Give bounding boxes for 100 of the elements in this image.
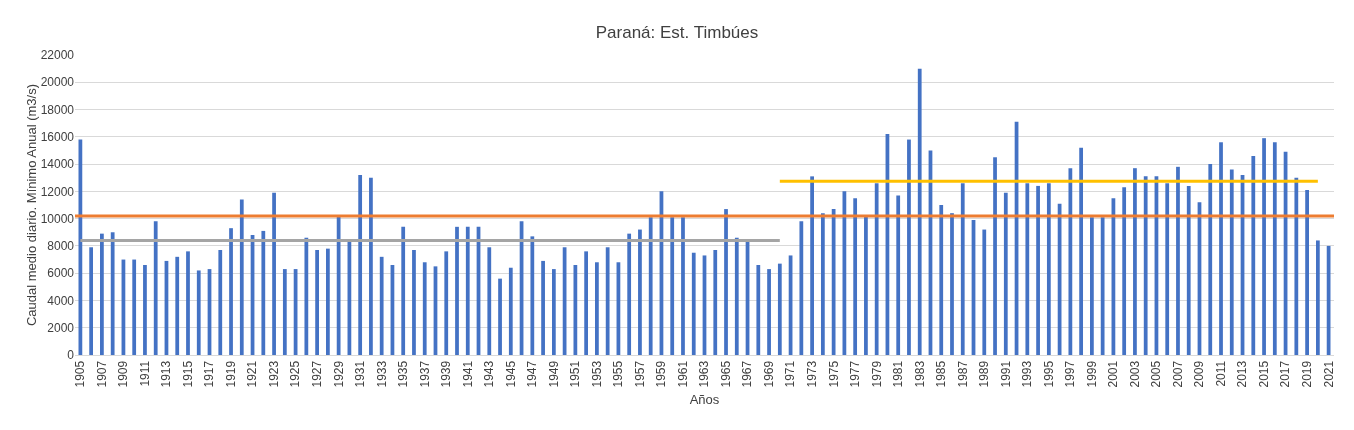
bar [627,233,632,355]
bar [132,259,137,355]
bar [1133,168,1137,355]
bar [756,265,761,355]
bar [89,247,94,355]
x-tick-label: 1931 [353,360,368,388]
bar [1229,169,1234,355]
bar [325,248,330,355]
bar [939,205,944,355]
bar [595,262,599,355]
bar [1165,183,1170,355]
bar [315,250,319,355]
x-tick-label: 2001 [1106,360,1121,388]
bar [465,226,470,355]
bar [1176,166,1180,355]
x-tick-label: 1937 [417,360,432,388]
x-tick-label: 1925 [288,360,303,388]
bar [272,192,276,355]
bar [917,68,922,355]
x-tick-label: 1979 [869,360,884,388]
bar [358,175,363,355]
y-tick-label: 8000 [47,239,75,254]
x-tick-label: 2019 [1300,360,1314,388]
bar [100,233,104,355]
x-tick-label: 1935 [396,360,411,388]
bar [487,247,492,355]
bar [196,270,201,355]
bar [239,199,244,355]
x-tick-label: 1965 [718,360,733,388]
bar [1251,155,1256,355]
x-tick-label: 1933 [374,360,389,388]
x-tick-label: 1905 [73,360,88,388]
bar [1326,245,1331,355]
x-tick-label: 1969 [761,360,776,388]
x-tick-label: 1919 [223,360,238,388]
x-tick-label: 2007 [1170,360,1185,388]
bar [820,213,825,355]
x-tick-label: 1997 [1063,360,1078,388]
bar [1036,185,1040,355]
x-tick-label: 2003 [1127,360,1142,388]
bar [336,215,341,355]
x-tick-label: 1909 [116,360,131,388]
bar [1068,168,1073,355]
x-tick-label: 1991 [998,360,1013,388]
bar [444,251,449,355]
x-tick-label: 1993 [1020,360,1035,388]
x-tick-label: 1923 [266,360,281,388]
x-tick-label: 2005 [1149,360,1164,388]
x-tick-label: 1985 [934,360,949,388]
bar [681,217,685,355]
bar [143,265,147,355]
x-tick-label: 2015 [1256,360,1271,388]
x-tick-label: 1989 [977,360,992,388]
bar [498,278,502,355]
bar [110,232,115,355]
bar [638,229,642,355]
x-tick-label: 1929 [331,360,346,388]
bar [1294,177,1299,355]
bar [186,251,190,355]
x-tick-label: 1981 [891,360,906,388]
bar [1025,183,1030,355]
bar [282,269,287,355]
x-tick-label: 1959 [654,360,669,388]
y-tick-label: 22000 [40,48,75,63]
x-tick-label: 1913 [159,360,174,388]
y-axis-title: Caudal medio diario. Mínimo Anual (m3/s) [23,83,39,327]
x-tick-label: 1963 [697,360,712,388]
y-tick-label: 10000 [40,211,75,226]
bar [412,250,416,355]
x-tick-label: 1967 [740,360,755,388]
x-tick-label: 2017 [1278,360,1293,388]
bar [584,251,589,355]
bar [724,209,728,355]
bar [713,250,718,355]
y-tick-label: 6000 [47,266,75,281]
y-tick-label: 0 [67,348,75,363]
y-tick-label: 4000 [47,293,75,308]
bar [896,195,901,355]
bar [853,198,858,355]
bar [401,226,406,355]
y-tick-label: 12000 [40,184,75,199]
x-tick-label: 1947 [525,360,540,388]
x-tick-label: 1907 [94,360,109,388]
bar [691,252,696,355]
bar [1208,164,1213,355]
x-tick-label: 2009 [1192,360,1207,388]
x-axis-title: Años [689,392,720,407]
y-tick-label: 18000 [40,102,75,117]
bar [530,236,535,355]
y-tick-label: 20000 [40,75,75,90]
bar [734,237,739,355]
x-tick-label: 1939 [439,360,454,388]
bar [1143,176,1148,355]
bar [1122,187,1127,355]
bar [982,229,987,355]
bar [1262,138,1266,355]
bar [455,226,459,355]
bar [573,265,578,355]
bar [648,217,653,355]
bar [153,221,158,355]
